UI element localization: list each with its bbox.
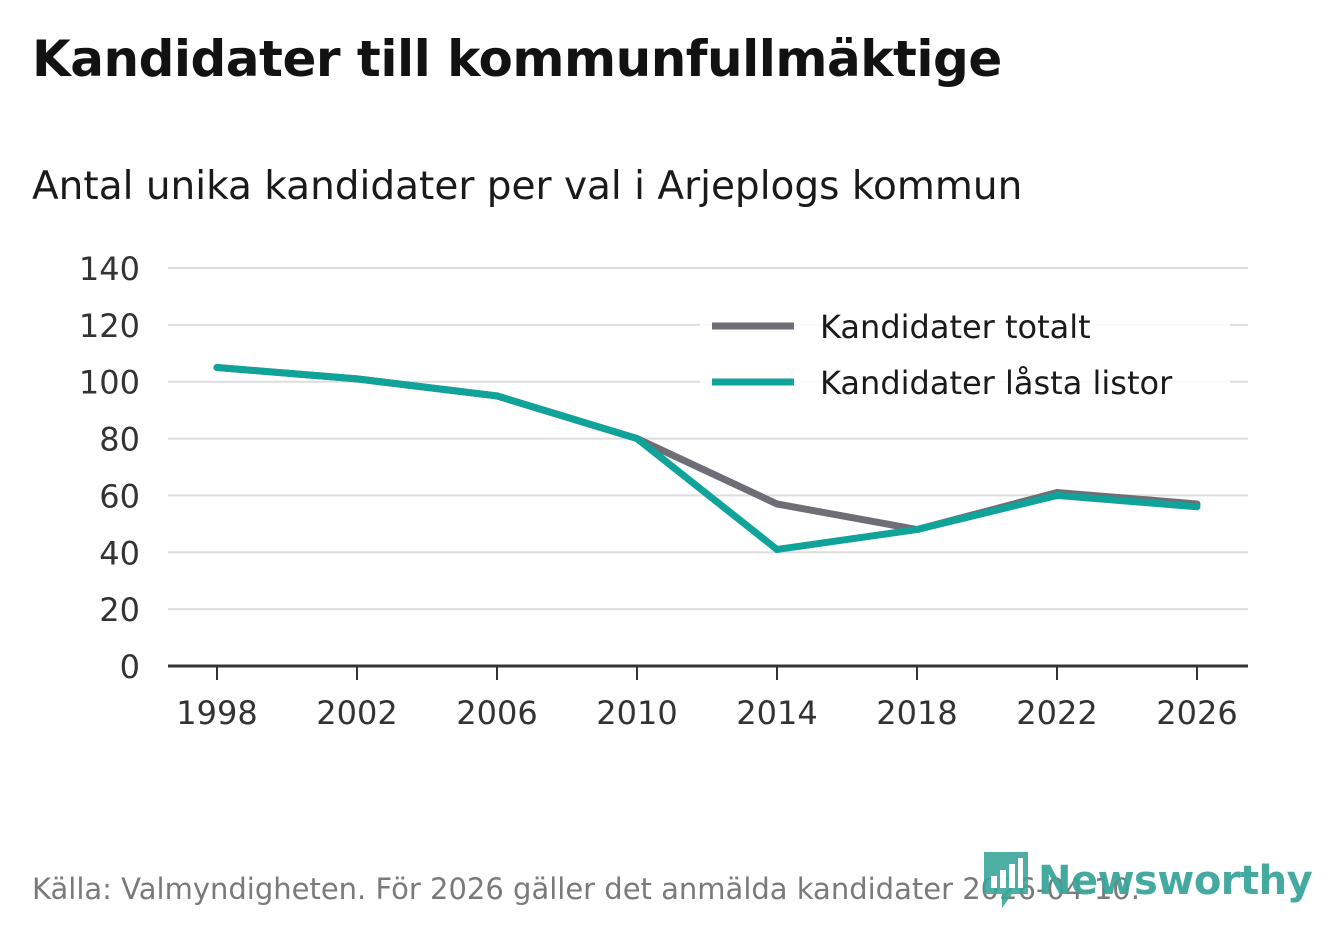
x-axis-ticks: 1998 2002 2006 2010 2014 2018 2022 2026 — [176, 666, 1238, 732]
y-axis-ticks: 0 20 40 60 80 100 120 140 — [79, 250, 140, 686]
x-tick-label: 2022 — [1016, 694, 1097, 732]
y-tick-label: 120 — [79, 307, 140, 345]
y-tick-label: 40 — [99, 534, 140, 572]
data-point — [493, 392, 501, 400]
x-tick-label: 1998 — [176, 694, 257, 732]
x-tick-label: 2010 — [596, 694, 677, 732]
data-point — [773, 545, 781, 553]
y-tick-label: 0 — [120, 648, 140, 686]
legend-label: Kandidater låsta listor — [820, 364, 1173, 402]
y-tick-label: 140 — [79, 250, 140, 288]
x-tick-label: 2018 — [876, 694, 957, 732]
series-line-kandidater-lasta-listor — [216, 364, 1198, 554]
data-point — [353, 375, 361, 383]
x-tick-label: 2002 — [316, 694, 397, 732]
x-tick-label: 2006 — [456, 694, 537, 732]
legend-label: Kandidater totalt — [820, 308, 1091, 346]
legend: Kandidater totalt Kandidater låsta listor — [700, 296, 1230, 414]
chart-title: Kandidater till kommunfullmäktige — [32, 30, 1002, 88]
logo-text: Newsworthy — [1038, 858, 1313, 904]
x-tick-label: 2014 — [736, 694, 817, 732]
line-chart: 0 20 40 60 80 100 120 140 1998 2002 2006 2010 2014 2… — [79, 250, 1248, 732]
data-point — [773, 500, 781, 508]
bar-chart-speech-bubble-icon — [984, 852, 1028, 908]
y-tick-label: 20 — [99, 591, 140, 629]
data-point — [1053, 491, 1061, 499]
y-tick-label: 80 — [99, 421, 140, 459]
y-tick-label: 100 — [79, 364, 140, 402]
data-point — [633, 435, 641, 443]
data-point — [913, 526, 921, 534]
data-point — [1193, 503, 1201, 511]
series-lines — [213, 364, 1201, 554]
y-tick-label: 60 — [99, 477, 140, 515]
chart-subtitle: Antal unika kandidater per val i Arjeplo… — [32, 164, 1023, 209]
source-note: Källa: Valmyndigheten. För 2026 gäller d… — [32, 872, 1140, 906]
newsworthy-logo: Newsworthy — [982, 850, 1313, 912]
legend-background — [700, 296, 1230, 414]
x-tick-label: 2026 — [1156, 694, 1237, 732]
data-point — [213, 364, 221, 371]
